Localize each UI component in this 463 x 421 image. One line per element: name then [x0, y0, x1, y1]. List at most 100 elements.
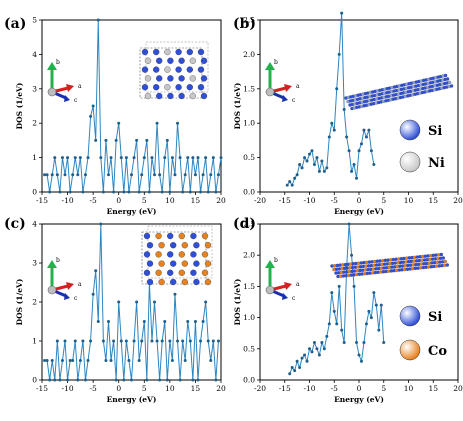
- plot-frame: [41, 19, 222, 193]
- y-tick-label: 0: [32, 188, 37, 197]
- data-point: [204, 156, 208, 160]
- data-point: [117, 121, 121, 125]
- x-tick-label: 15: [191, 384, 201, 393]
- data-point: [127, 190, 131, 194]
- data-point: [137, 359, 141, 362]
- y-tick-label: 1: [32, 337, 37, 346]
- data-point: [119, 339, 123, 343]
- data-point: [285, 183, 289, 187]
- data-point: [124, 339, 128, 343]
- x-tick-label: 10: [165, 384, 175, 393]
- data-point: [377, 328, 381, 332]
- a-axis-arrowhead-icon: [66, 282, 74, 290]
- data-point: [290, 183, 294, 187]
- data-point: [308, 347, 311, 351]
- y-axis-label: DOS (1/eV): [233, 83, 242, 130]
- data-point: [60, 156, 64, 160]
- x-tick-label: 10: [404, 196, 414, 205]
- data-point: [165, 138, 169, 142]
- c-axis-arrowhead-icon: [282, 95, 288, 102]
- dos-series-line: [44, 19, 222, 193]
- atom-icon: [167, 269, 174, 276]
- data-point: [317, 169, 321, 173]
- data-point: [89, 114, 93, 118]
- data-point: [181, 190, 185, 194]
- data-point: [101, 190, 105, 194]
- data-point: [135, 300, 139, 304]
- atom-icon: [181, 278, 188, 286]
- x-tick-label: -10: [62, 384, 74, 393]
- data-point: [96, 18, 100, 22]
- data-point: [63, 339, 67, 343]
- data-point: [150, 156, 154, 160]
- data-point: [140, 339, 144, 343]
- data-point: [199, 190, 203, 194]
- data-point: [153, 173, 157, 177]
- atom-icon: [156, 57, 163, 64]
- c-axis-arrowhead-icon: [64, 95, 70, 102]
- wire-atom-icon: [445, 77, 450, 81]
- data-point: [158, 173, 162, 177]
- data-point: [308, 152, 311, 156]
- unit-cell-back-icon: [147, 225, 213, 279]
- atom-icon: [178, 75, 185, 82]
- data-point: [367, 128, 371, 132]
- data-point: [176, 121, 180, 125]
- data-point: [335, 322, 339, 326]
- data-point: [170, 359, 174, 362]
- y-tick-label: 2.5: [243, 220, 255, 229]
- data-point: [188, 190, 192, 194]
- data-point: [293, 176, 297, 180]
- data-point: [181, 339, 185, 343]
- data-point: [173, 173, 177, 177]
- wire-atom-icon: [449, 84, 454, 88]
- b-axis-arrowhead-icon: [265, 62, 275, 70]
- data-point: [216, 173, 220, 177]
- x-tick-label: -15: [279, 384, 291, 393]
- x-tick-label: 5: [381, 384, 386, 393]
- atom-icon: [170, 278, 177, 286]
- data-point: [186, 156, 190, 160]
- data-point: [300, 356, 304, 360]
- data-point: [43, 359, 47, 362]
- data-point: [183, 173, 187, 177]
- atom-icon: [175, 84, 182, 91]
- data-point: [345, 135, 349, 139]
- data-point: [211, 156, 215, 160]
- data-point: [191, 156, 195, 160]
- wire-atom-icon: [445, 263, 450, 267]
- si-d-legend-label: Si: [428, 310, 442, 325]
- data-point: [335, 87, 339, 91]
- data-point: [155, 339, 159, 343]
- x-tick-label: -10: [303, 196, 315, 205]
- data-point: [109, 156, 113, 160]
- data-point: [327, 135, 331, 139]
- data-point: [168, 190, 172, 194]
- data-point: [214, 378, 218, 382]
- data-point: [114, 378, 118, 382]
- b-axis-arrowhead-icon: [47, 62, 57, 70]
- data-point: [127, 359, 131, 362]
- y-tick-label: 3: [32, 84, 37, 93]
- data-point: [300, 166, 304, 170]
- y-tick-label: 0.0: [243, 376, 255, 385]
- x-tick-label: 5: [142, 384, 147, 393]
- data-point: [145, 138, 149, 142]
- data-point: [158, 378, 162, 382]
- atom-icon: [156, 75, 163, 82]
- y-tick-label: 0.5: [243, 153, 255, 162]
- atom-icon: [141, 48, 149, 56]
- data-point: [332, 128, 336, 132]
- atom-icon: [146, 260, 154, 267]
- data-point: [206, 339, 210, 343]
- dos-series-line: [44, 223, 219, 381]
- data-point: [94, 138, 98, 142]
- data-point: [48, 190, 52, 194]
- atom-icon: [167, 92, 174, 100]
- chart-panel-a: (a) -15 -10 -5 0 5 10 15 20 0 1 2 3 4 5 Energy (eV) DOS …: [4, 16, 226, 217]
- data-point: [68, 190, 72, 194]
- co-d-legend-label: Co: [428, 344, 447, 359]
- atom-icon: [153, 48, 160, 56]
- chart-panel-d: (d) -20 -15 -10 -5 0 5 10 15 20 0.0 0.5 1.0 1.5 2.0 2.5…: [233, 216, 463, 404]
- x-axis-label: Energy (eV): [334, 207, 384, 216]
